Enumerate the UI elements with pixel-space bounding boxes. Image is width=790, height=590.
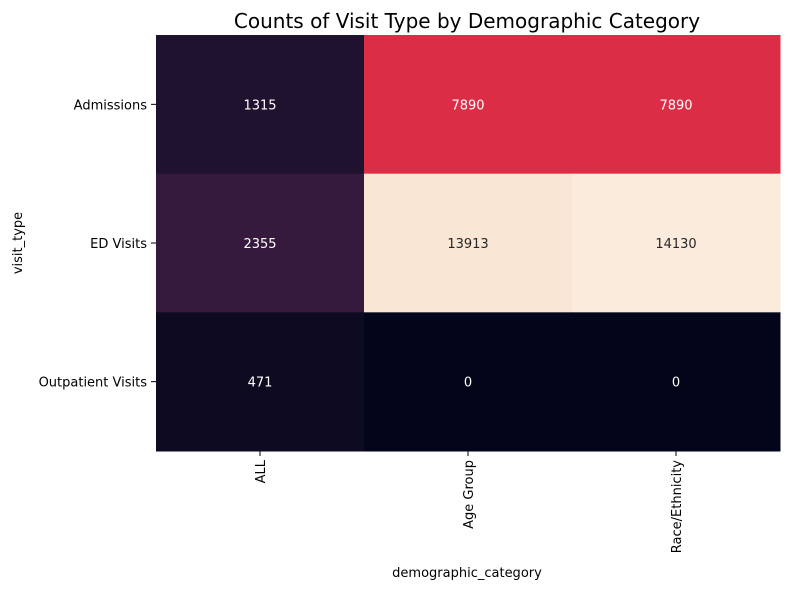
heatmap-cell [572, 35, 781, 175]
cell-value-label: 471 [248, 376, 273, 391]
cell-value-label: 14130 [655, 237, 696, 252]
x-axis-label: demographic_category [392, 566, 542, 581]
heatmap-cell [156, 312, 365, 452]
x-tick-label: Age Group [462, 460, 477, 529]
cell-value-label: 0 [672, 376, 680, 391]
x-axis: ALL Age Group Race/Ethnicity [254, 451, 685, 553]
x-tick-label: Race/Ethnicity [670, 460, 685, 553]
heatmap-cell [156, 173, 365, 313]
heatmap-cell [364, 173, 573, 313]
y-axis-label: visit_type [11, 212, 26, 274]
heatmap-cell [572, 173, 781, 313]
cell-value-label: 1315 [243, 98, 276, 113]
y-tick-label: Admissions [74, 98, 148, 113]
cell-value-label: 7890 [659, 98, 692, 113]
heatmap-cell [364, 312, 573, 452]
x-tick-label: ALL [254, 459, 269, 483]
cell-value-label: 7890 [451, 98, 484, 113]
heatmap-cell [156, 35, 365, 175]
heatmap-cell [364, 35, 573, 175]
cell-value-label: 0 [464, 376, 472, 391]
y-tick-label: Outpatient Visits [39, 376, 148, 391]
y-tick-label: ED Visits [90, 237, 147, 252]
heatmap-cells [156, 35, 781, 452]
y-axis: Admissions ED Visits Outpatient Visits [39, 98, 156, 391]
cell-value-label: 13913 [447, 237, 488, 252]
cell-value-label: 2355 [243, 237, 276, 252]
heatmap-cell [572, 312, 781, 452]
chart-title: Counts of Visit Type by Demographic Cate… [234, 9, 700, 33]
cell-annotations: 1315 7890 7890 2355 13913 14130 471 0 0 [243, 98, 696, 390]
